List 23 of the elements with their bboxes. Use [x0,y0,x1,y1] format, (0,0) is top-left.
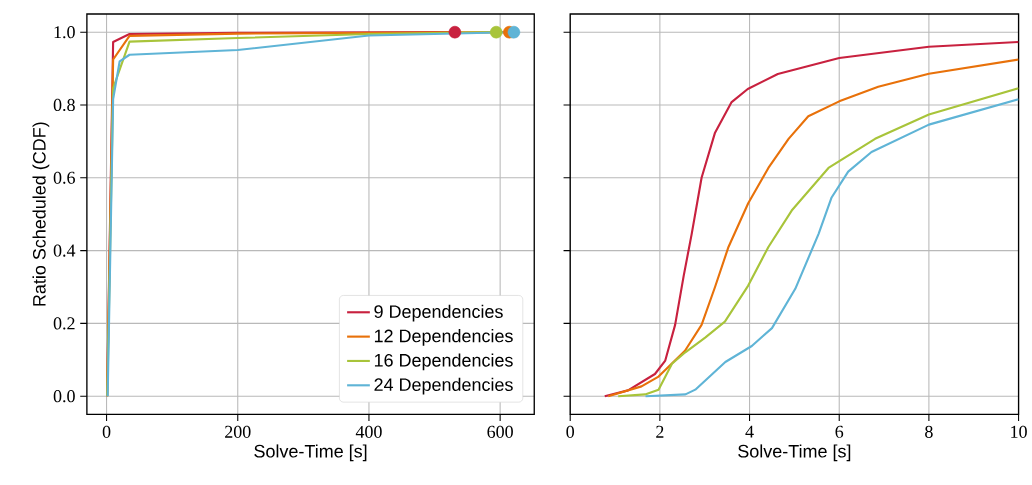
y-tick-label: 0.0 [53,389,75,403]
y-tick-label: 1.0 [54,25,75,39]
x-tick-label: 600 [487,425,513,438]
y-tick-label: 0.2 [53,317,75,330]
x-tick-label: 8 [925,425,933,438]
x-tick-label: 4 [745,425,754,438]
x-tick-label: 0 [102,425,111,438]
y-tick-label: 0.6 [53,171,75,184]
legend-label: 9 Dependencies [374,304,503,322]
x-axis-title: Solve-Time [s] [254,444,367,461]
x-tick-label: 6 [835,425,844,438]
y-tick-label: 0.8 [53,98,75,111]
x-axis-title: Solve-Time [s] [738,444,851,461]
x-tick-label: 10 [1011,425,1027,438]
x-tick-label: 0 [566,425,575,438]
legend-label: 24 Dependencies [374,377,513,395]
x-tick-label: 200 [225,425,251,438]
legend-label: 12 Dependencies [374,328,513,346]
y-tick-label: 0.4 [53,244,76,257]
x-tick-label: 2 [656,425,664,438]
x-tick-label: 400 [355,425,382,438]
legend-label: 16 Dependencies [374,353,513,371]
y-axis-title: Ratio Scheduled (CDF) [32,122,50,306]
